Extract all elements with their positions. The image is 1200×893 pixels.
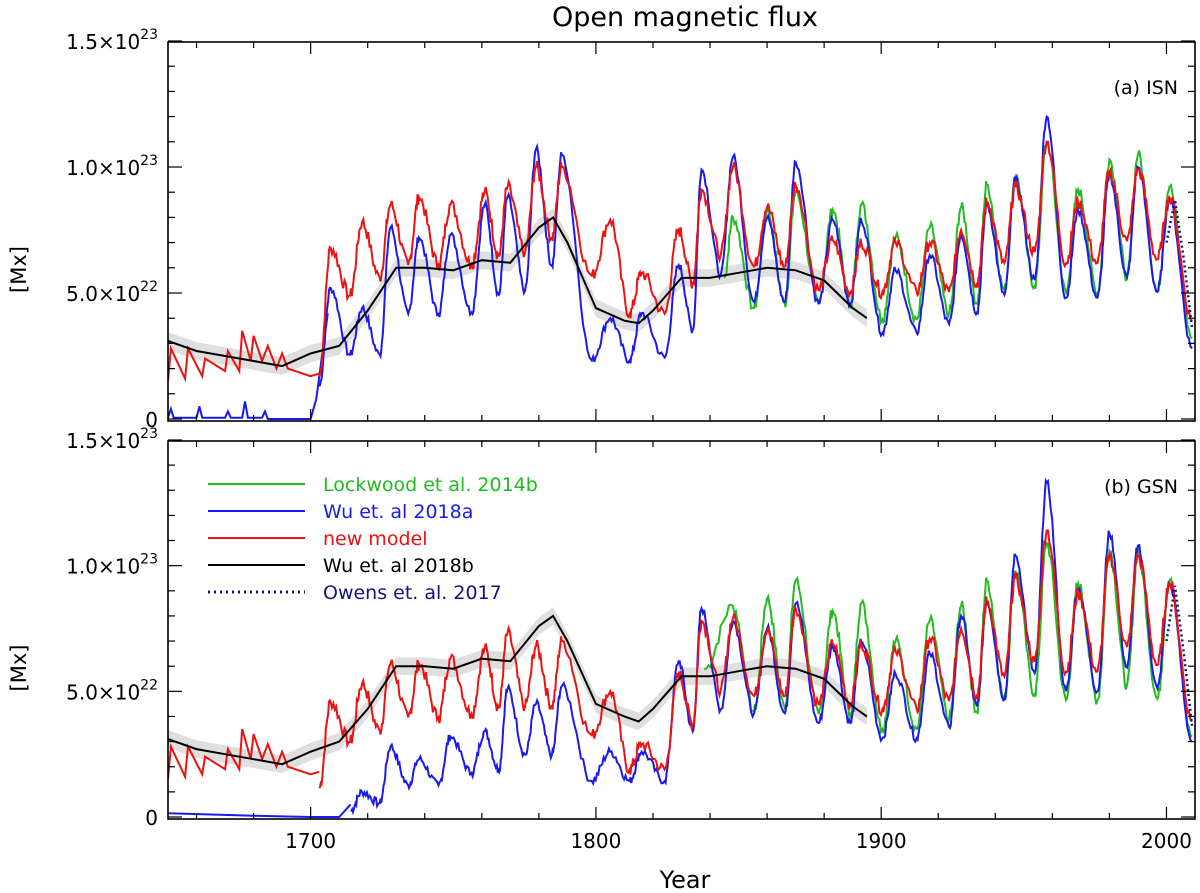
legend-label: Lockwood et al. 2014b bbox=[323, 474, 538, 496]
panel-label-b: (b) GSN bbox=[1104, 476, 1178, 498]
x-axis-label: Year bbox=[659, 866, 711, 893]
plot-frame-a bbox=[167, 41, 1196, 422]
chart-title: Open magnetic flux bbox=[552, 2, 818, 33]
series-wu-2018b bbox=[168, 215, 868, 368]
x-tick-label: 2000 bbox=[1141, 829, 1192, 853]
y-tick-label: 1.0×1023 bbox=[66, 552, 158, 579]
y-tick-label: 1.5×1023 bbox=[66, 426, 158, 453]
y-axis-label: [Mx] bbox=[7, 246, 31, 293]
series-owens-2017 bbox=[1165, 199, 1194, 329]
legend: Lockwood et al. 2014b Wu et. al 2018a new … bbox=[208, 474, 538, 604]
plot-area-b bbox=[168, 477, 1194, 818]
x-tick-label: 1800 bbox=[570, 829, 621, 853]
panel-a: 0 5.0×1022 1.0×1023 1.5×1023 [Mx] (a) ISN bbox=[7, 27, 1196, 432]
series-lockwood-2014b bbox=[703, 541, 1193, 738]
series-new-model bbox=[318, 529, 1193, 789]
y-tick-label: 5.0×1022 bbox=[66, 677, 158, 704]
series-wu-2018b bbox=[168, 614, 868, 766]
series-new-model bbox=[318, 140, 1193, 377]
panel-label-a: (a) ISN bbox=[1114, 77, 1178, 99]
legend-label: new model bbox=[323, 528, 427, 550]
series-wu-2018a bbox=[350, 477, 1193, 816]
legend-label: Wu et. al 2018a bbox=[323, 501, 473, 523]
series-wu-2018a-early-1 bbox=[168, 803, 352, 818]
legend-label: Wu et. al 2018b bbox=[323, 555, 474, 577]
x-tick-label: 1700 bbox=[285, 829, 336, 853]
y-tick-label: 0 bbox=[145, 806, 158, 830]
y-tick-label: 1.5×1023 bbox=[66, 27, 158, 54]
plot-area-a bbox=[168, 114, 1194, 420]
y-tick-label: 0 bbox=[145, 408, 158, 432]
panel-b: 0 5.0×1022 1.0×1023 1.5×1023 [Mx] (b) GSN 1700… bbox=[7, 426, 1196, 853]
legend-label: Owens et. al. 2017 bbox=[323, 582, 502, 604]
plot-frame-b bbox=[167, 440, 1196, 820]
series-lockwood-2014b bbox=[723, 140, 1193, 340]
y-tick-label: 5.0×1022 bbox=[66, 279, 158, 306]
y-tick-label: 1.0×1023 bbox=[66, 153, 158, 180]
y-axis-label: [Mx] bbox=[7, 645, 31, 692]
x-tick-label: 1900 bbox=[856, 829, 907, 853]
